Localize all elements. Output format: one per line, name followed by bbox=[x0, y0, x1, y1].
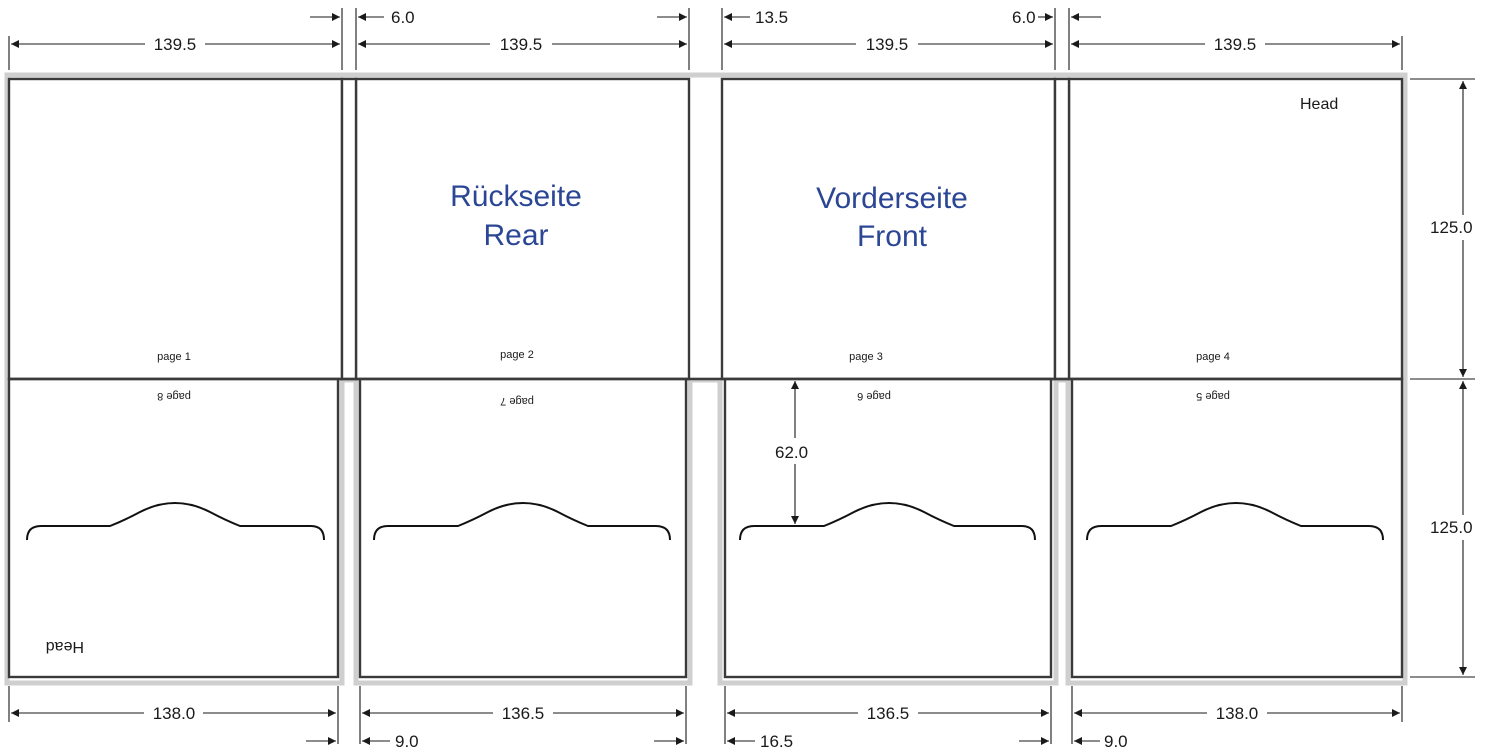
top-width-dimensions: 139.5 139.5 139.5 139.5 bbox=[11, 35, 1400, 54]
panel-lower-2 bbox=[358, 377, 688, 679]
dim-top-gap-1: 6.0 bbox=[391, 8, 415, 27]
panel-upper-3 bbox=[720, 77, 1057, 381]
height-dimensions: 125.0 125.0 bbox=[1410, 78, 1475, 678]
panel-lower-3 bbox=[723, 377, 1053, 679]
dim-top-width-3: 139.5 bbox=[866, 35, 909, 54]
pocket-curves bbox=[26, 502, 1384, 541]
page-label-5: page 5 bbox=[1196, 390, 1230, 402]
dim-bottom-gap-1: 9.0 bbox=[395, 732, 419, 751]
spine-strip-1 bbox=[340, 77, 358, 381]
panel-lower-4 bbox=[1070, 377, 1404, 679]
bottom-width-dimensions: 138.0 136.5 136.5 138.0 bbox=[11, 704, 1400, 723]
extension-lines-bottom bbox=[8, 686, 1403, 744]
dim-top-width-4: 139.5 bbox=[1214, 35, 1257, 54]
lower-panels bbox=[7, 377, 1404, 679]
front-label-en: Front bbox=[857, 220, 928, 253]
panel-upper-1 bbox=[7, 77, 344, 381]
page-label-6: page 6 bbox=[857, 390, 891, 402]
dim-bottom-width-2: 136.5 bbox=[502, 704, 545, 723]
dim-top-gap-3: 6.0 bbox=[1012, 8, 1036, 27]
pocket-curve-4 bbox=[1086, 502, 1384, 541]
panel-upper-4 bbox=[1067, 77, 1404, 381]
spine-strip-3 bbox=[1053, 77, 1071, 381]
dim-flap-depth: 62.0 bbox=[775, 443, 808, 462]
dim-height-upper: 125.0 bbox=[1430, 218, 1473, 237]
dim-bottom-width-1: 138.0 bbox=[153, 704, 196, 723]
dim-bottom-gap-2: 16.5 bbox=[760, 732, 793, 751]
rear-label-de: Rückseite bbox=[450, 180, 582, 213]
dim-top-gap-2: 13.5 bbox=[755, 8, 788, 27]
front-label-de: Vorderseite bbox=[816, 182, 968, 215]
panel-lower-1 bbox=[7, 377, 340, 679]
pocket-curve-2 bbox=[373, 502, 671, 541]
pocket-curve-1 bbox=[26, 502, 325, 541]
page-label-7: page 7 bbox=[500, 395, 534, 407]
bottom-gap-dimensions: 9.0 16.5 9.0 bbox=[306, 732, 1128, 751]
rear-label-en: Rear bbox=[483, 219, 548, 252]
dim-bottom-width-4: 138.0 bbox=[1216, 704, 1259, 723]
page-label-1: page 1 bbox=[157, 351, 191, 363]
head-label-top: Head bbox=[1300, 96, 1338, 113]
page-label-2: page 2 bbox=[500, 349, 534, 361]
upper-panels bbox=[7, 77, 1404, 381]
dim-top-width-1: 139.5 bbox=[154, 35, 197, 54]
dim-height-lower: 125.0 bbox=[1430, 518, 1473, 537]
pocket-curve-3 bbox=[739, 502, 1036, 541]
flap-depth-dimension: 62.0 bbox=[775, 381, 808, 524]
dim-bottom-gap-3: 9.0 bbox=[1104, 732, 1128, 751]
head-label-bottom: Head bbox=[46, 638, 84, 655]
extension-lines-top bbox=[8, 8, 1403, 70]
page-label-3: page 3 bbox=[849, 351, 883, 363]
top-gap-dimensions: 6.0 13.5 6.0 bbox=[310, 8, 1101, 27]
dim-bottom-width-3: 136.5 bbox=[867, 704, 910, 723]
page-label-8: page 8 bbox=[157, 390, 191, 402]
page-label-4: page 4 bbox=[1196, 351, 1230, 363]
dim-top-width-2: 139.5 bbox=[500, 35, 543, 54]
